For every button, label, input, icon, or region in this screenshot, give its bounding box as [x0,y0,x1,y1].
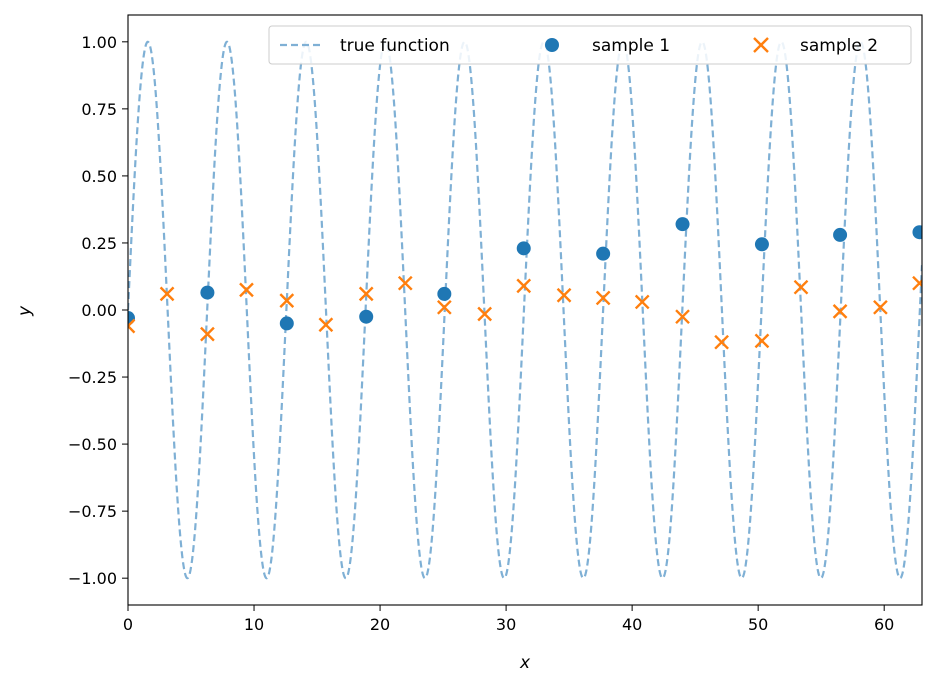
y-tick-label: −0.25 [68,368,117,387]
sample-2-point [634,294,650,310]
y-tick-label: 0.25 [81,234,117,253]
sample-1-point [516,241,531,256]
sample-2-point [793,279,809,295]
y-tick-label: −1.00 [68,569,117,588]
sample-2-point [318,317,334,333]
sample-1-point [675,217,690,232]
sample-2-point [516,278,532,294]
legend-true-function-label: true function [340,36,450,56]
sample-2-point [159,286,175,302]
y-tick-label: −0.50 [68,435,117,454]
x-tick-label: 50 [748,615,768,634]
y-tick-label: 0.75 [81,100,117,119]
x-tick-label: 0 [123,615,133,634]
x-tick-label: 10 [244,615,264,634]
sample-2-point [754,333,770,349]
sample-1-point [754,237,769,252]
y-tick-label: 0.50 [81,167,117,186]
legend-sample-1-label: sample 1 [592,36,670,56]
sample-2-point [832,303,848,319]
sample-1-point [833,227,848,242]
sample-2-point [714,334,729,350]
true-function-line [128,40,922,580]
legend-sample-2-label: sample 2 [800,36,878,56]
sample-2-point [200,326,215,342]
plot-area [127,14,923,606]
sample-1-point [200,285,215,300]
sample-2-point [358,286,374,302]
sample-2-point [239,282,254,298]
points-layer [128,217,922,350]
true-function-layer [128,40,922,580]
sample-2-point [595,290,611,306]
sample-2-point [128,318,136,334]
sample-1-point [279,316,294,331]
sample-1-point [437,286,452,301]
legend: true function sample 1 sample 2 [268,25,912,65]
y-tick-label: 0.00 [81,301,117,320]
y-tick-label: −0.75 [68,502,117,521]
sample-2-point [397,275,413,291]
y-axis: −1.00 −0.75 −0.50 −0.25 0.00 0.25 0.50 0.75 1.00 [68,33,128,588]
sample-2-point [279,293,295,308]
sample-2-point [436,299,452,315]
sample-2-point [912,275,922,291]
sample-2-point [873,299,888,315]
y-axis-label: y [15,305,35,317]
sample-1-point [912,225,922,240]
sample-1-point [359,309,374,324]
x-axis-label: x [519,653,531,673]
legend-sample-2-swatch [753,37,769,53]
x-tick-label: 60 [874,615,894,634]
legend-box [268,25,912,65]
x-tick-label: 20 [370,615,390,634]
sample-1-point [596,246,611,261]
legend-sample-1-swatch [545,38,559,52]
y-tick-label: 1.00 [81,33,117,52]
x-tick-label: 30 [496,615,516,634]
sample-2-point [477,306,493,322]
sample-2-point [556,287,572,303]
sample-2-point [675,309,690,325]
x-axis: 0 10 20 30 40 50 60 [123,605,894,634]
x-tick-label: 40 [622,615,642,634]
